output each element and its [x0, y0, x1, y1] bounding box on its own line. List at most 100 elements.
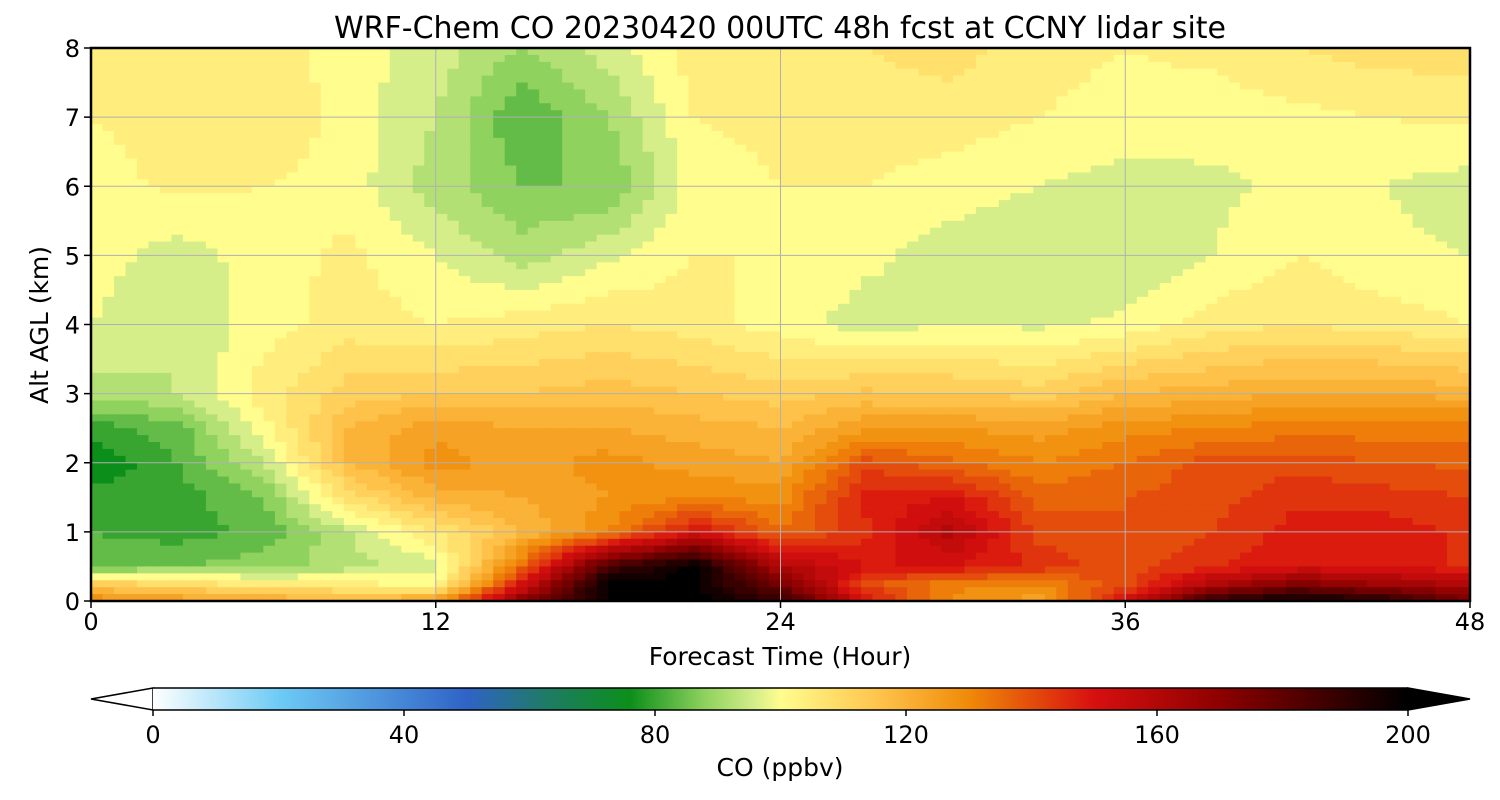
heatmap-cell [550, 255, 563, 263]
heatmap-cell [585, 82, 598, 91]
heatmap-cell [987, 289, 1000, 298]
heatmap-cell [1159, 283, 1172, 291]
heatmap-cell [665, 289, 678, 298]
heatmap-cell [378, 158, 391, 167]
heatmap-cell [1389, 193, 1402, 201]
heatmap-cell [746, 124, 759, 132]
heatmap-cell [332, 227, 345, 236]
heatmap-cell [723, 193, 736, 201]
heatmap-cell [1297, 241, 1310, 250]
heatmap-cell [1435, 193, 1448, 201]
heatmap-cell [332, 117, 345, 125]
heatmap-cell [113, 213, 127, 222]
heatmap-cell [1355, 82, 1368, 91]
heatmap-cell [412, 289, 425, 298]
heatmap-cell [504, 276, 517, 284]
heatmap-cell [1343, 262, 1356, 270]
heatmap-cell [516, 186, 529, 194]
heatmap-cell [1332, 269, 1345, 277]
heatmap-cell [1228, 137, 1241, 146]
heatmap-cell [113, 186, 127, 194]
heatmap-cell [1090, 227, 1103, 236]
heatmap-cell [1424, 186, 1437, 194]
heatmap-cell [1056, 276, 1069, 284]
heatmap-cell [998, 241, 1011, 250]
heatmap-cell [1274, 248, 1287, 256]
heatmap-cell [1332, 124, 1345, 132]
heatmap-cell [355, 68, 368, 77]
heatmap-cell [1458, 103, 1470, 111]
heatmap-cell [1343, 269, 1356, 277]
heatmap-cell [608, 96, 621, 104]
heatmap-cell [1148, 130, 1161, 139]
heatmap-cell [562, 179, 575, 187]
heatmap-cell [286, 248, 299, 256]
heatmap-cell [194, 158, 207, 167]
heatmap-cell [608, 269, 621, 277]
heatmap-cell [642, 130, 655, 139]
heatmap-cell [1240, 206, 1253, 215]
heatmap-cell [987, 137, 1000, 146]
heatmap-cell [734, 317, 747, 326]
heatmap-cell [1447, 206, 1460, 215]
heatmap-cell [642, 117, 655, 125]
heatmap-cell [814, 151, 828, 160]
heatmap-cell [401, 124, 414, 132]
heatmap-cell [1274, 75, 1287, 84]
heatmap-cell [1033, 317, 1046, 326]
heatmap-cell [826, 61, 839, 70]
heatmap-cell [550, 200, 563, 208]
heatmap-cell [1148, 289, 1161, 298]
heatmap-cell [1435, 303, 1448, 312]
heatmap-cell [1079, 137, 1092, 146]
heatmap-cell [1194, 241, 1207, 250]
heatmap-cell [654, 234, 667, 243]
heatmap-cell [1182, 68, 1195, 77]
heatmap-cell [194, 117, 207, 125]
heatmap-cell [1412, 317, 1425, 326]
heatmap-cell [791, 186, 805, 194]
heatmap-cell [1378, 241, 1391, 250]
heatmap-cell [654, 110, 667, 118]
heatmap-cell [194, 151, 207, 160]
heatmap-cell [366, 158, 379, 167]
heatmap-cell [1366, 234, 1379, 243]
heatmap-cell [1435, 117, 1448, 125]
heatmap-cell [1435, 255, 1448, 263]
heatmap-cell [470, 186, 483, 194]
heatmap-cell [849, 172, 862, 180]
heatmap-cell [504, 179, 517, 187]
heatmap-cell [1424, 269, 1437, 277]
heatmap-cell [424, 124, 437, 132]
heatmap-cell [113, 193, 127, 201]
heatmap-cell [952, 283, 965, 291]
heatmap-cell [182, 193, 196, 201]
heatmap-cell [470, 317, 483, 326]
heatmap-cell [91, 172, 104, 180]
heatmap-cell [217, 96, 230, 104]
heatmap-cell [642, 276, 655, 284]
heatmap-cell [1090, 193, 1103, 201]
heatmap-cell [573, 255, 586, 263]
heatmap-cell [562, 200, 575, 208]
heatmap-cell [619, 110, 632, 118]
heatmap-cell [113, 165, 127, 174]
heatmap-cell [941, 158, 954, 167]
heatmap-cell [1251, 227, 1264, 236]
heatmap-cell [1021, 276, 1034, 284]
heatmap-cell [918, 276, 931, 284]
heatmap-cell [240, 220, 253, 229]
heatmap-cell [1217, 158, 1230, 167]
heatmap-cell [642, 144, 655, 153]
heatmap-cell [148, 75, 161, 84]
heatmap-cell [424, 151, 437, 160]
heatmap-cell [401, 276, 414, 284]
heatmap-cell [125, 48, 138, 56]
heatmap-cell [1182, 186, 1195, 194]
heatmap-cell [412, 200, 425, 208]
heatmap-cell [91, 151, 104, 160]
heatmap-cell [470, 220, 483, 229]
heatmap-cell [1274, 61, 1287, 70]
heatmap-cell [125, 310, 138, 319]
heatmap-cell [688, 248, 701, 256]
